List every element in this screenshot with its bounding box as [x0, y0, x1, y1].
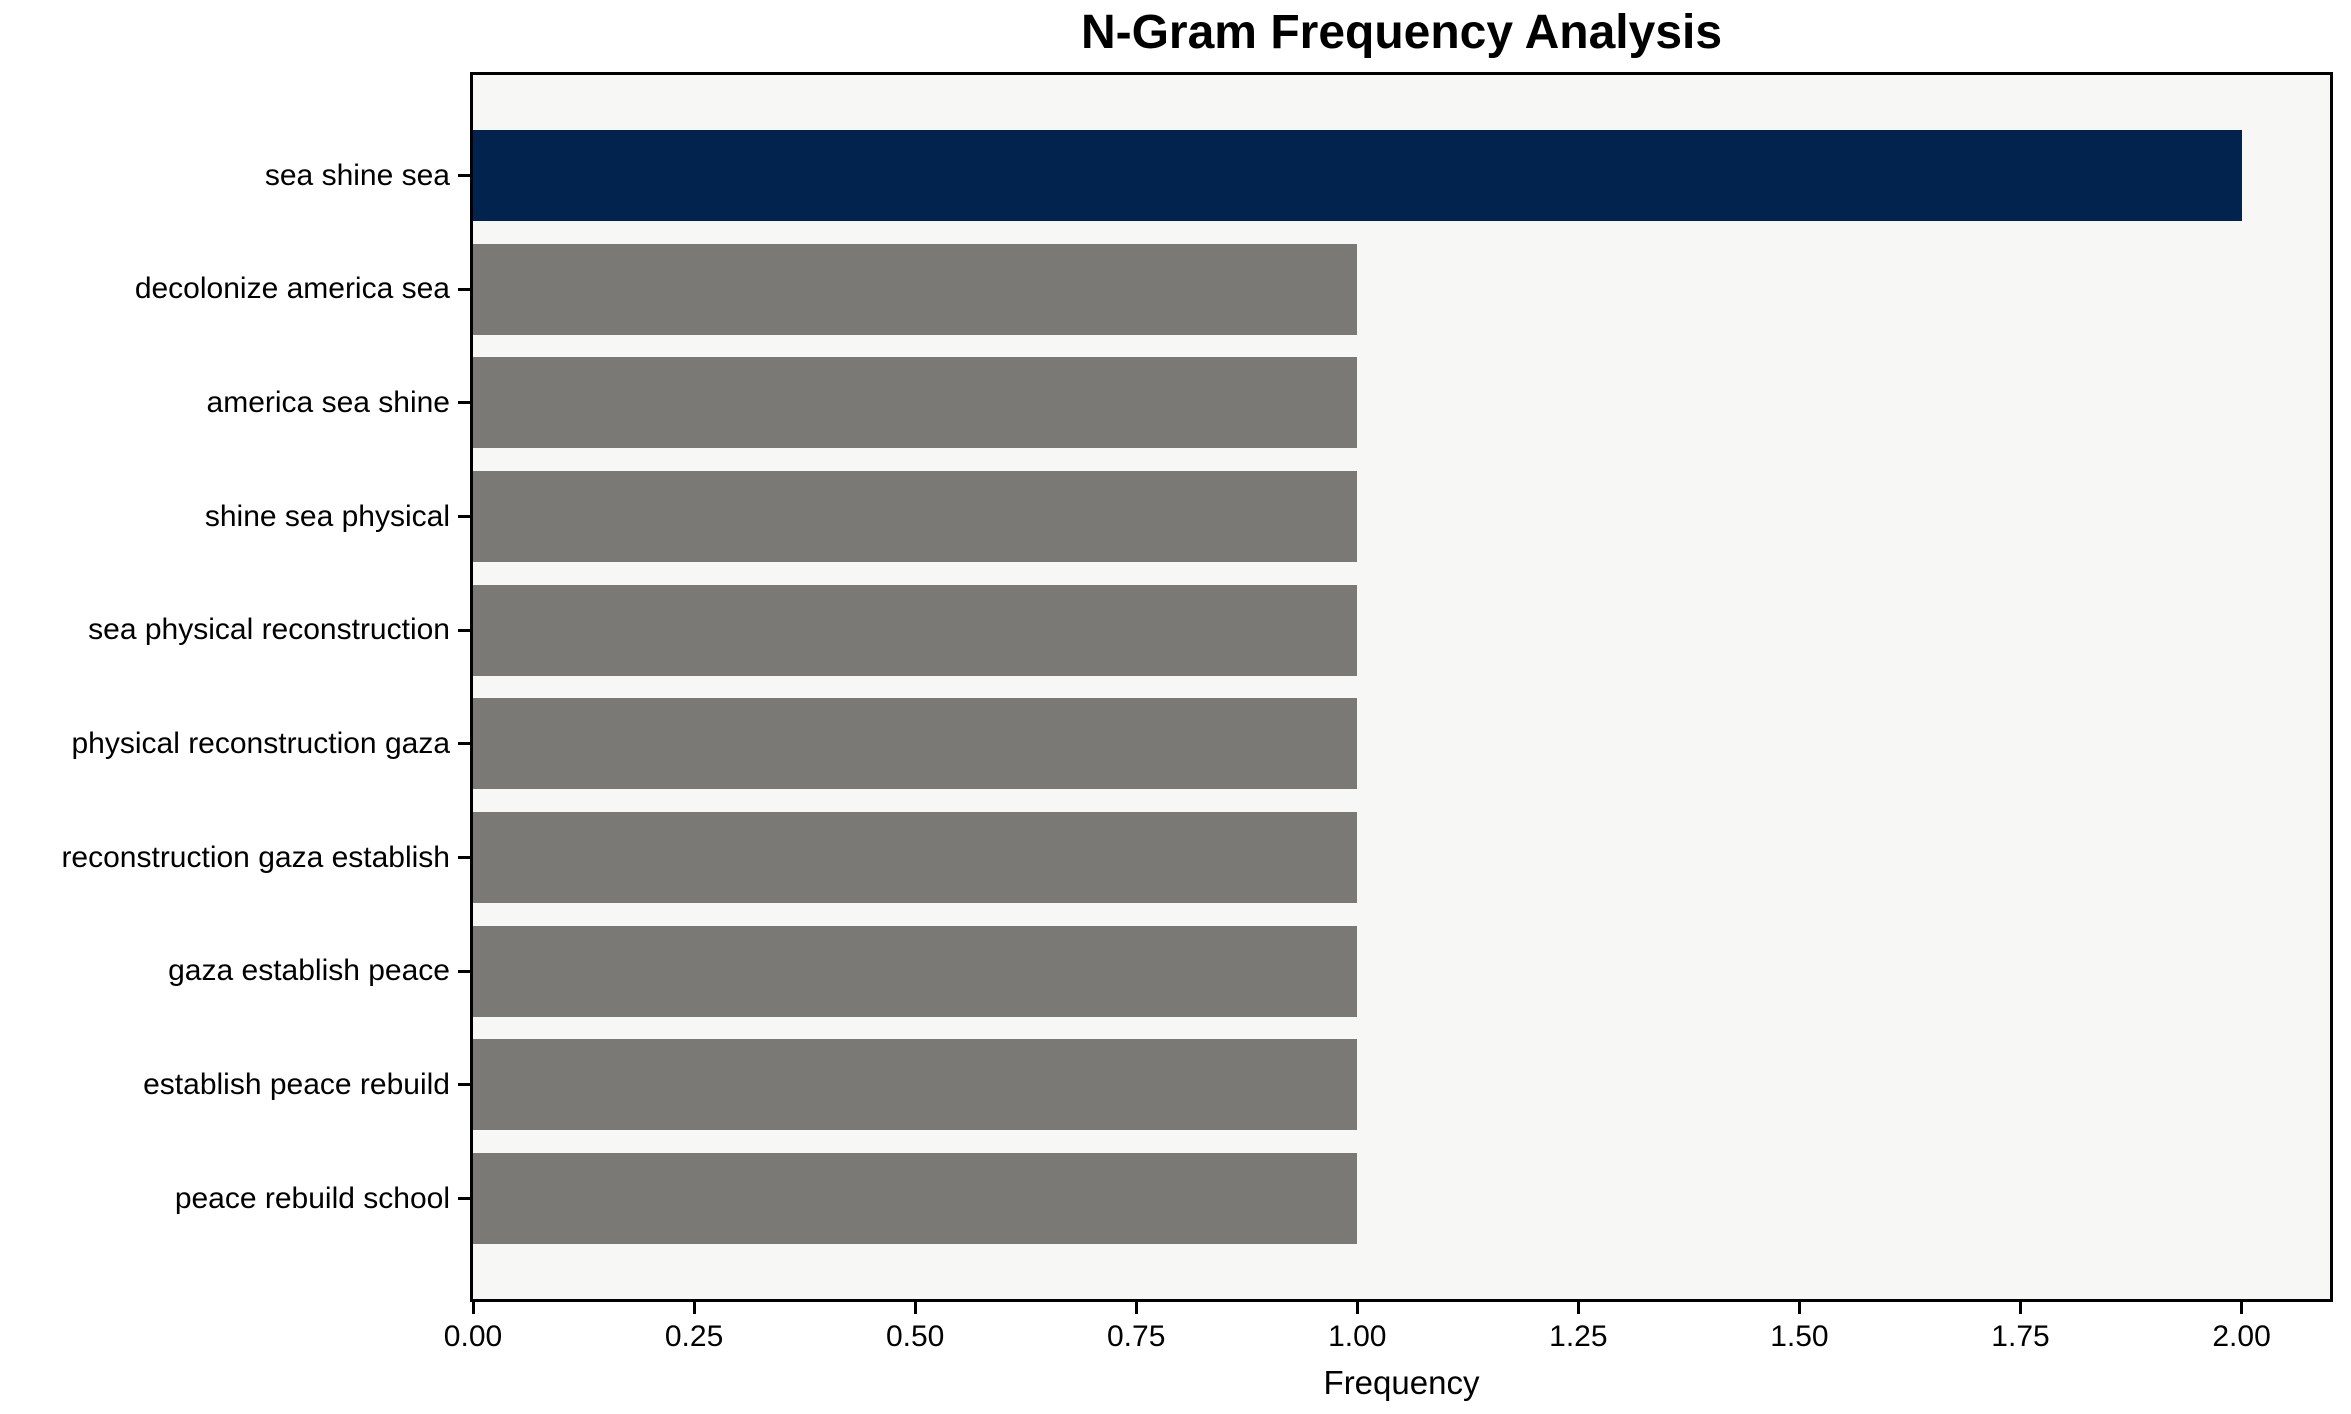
y-tick-label: america sea shine: [206, 385, 450, 419]
bar-2: [473, 243, 1358, 335]
x-tick: [1576, 1302, 1580, 1314]
y-tick-label: peace rebuild school: [174, 1181, 450, 1215]
bar-1: [473, 130, 2242, 221]
y-tick: [458, 1083, 470, 1087]
x-tick-label: 1.75: [1991, 1320, 2050, 1353]
y-tick-label: shine sea physical: [204, 499, 450, 533]
x-tick: [1797, 1302, 1801, 1314]
y-tick: [458, 1197, 470, 1200]
y-tick-label: reconstruction gaza establish: [61, 840, 450, 874]
y-tick-label: gaza establish peace: [168, 954, 450, 988]
y-tick: [458, 515, 470, 518]
y-tick: [458, 287, 470, 291]
x-tick-label: 1.50: [1770, 1320, 1829, 1353]
bar-8: [473, 925, 1358, 1017]
x-tick: [471, 1302, 475, 1314]
y-tick-label: establish peace rebuild: [143, 1067, 450, 1101]
bar-7: [473, 812, 1358, 903]
bar-10: [473, 1153, 1358, 1244]
x-tick: [1134, 1302, 1138, 1314]
x-tick: [692, 1302, 696, 1314]
y-tick: [458, 969, 470, 973]
y-tick-label: decolonize america sea: [134, 272, 450, 306]
x-tick-label: 0.25: [664, 1320, 724, 1353]
x-tick-label: 1.25: [1549, 1320, 1608, 1353]
x-tick-label: 0.75: [1107, 1320, 1166, 1353]
chart-title: N-Gram Frequency Analysis: [1080, 6, 1723, 59]
y-tick: [458, 174, 470, 177]
x-tick: [2019, 1302, 2022, 1314]
x-tick: [1355, 1302, 1359, 1314]
x-tick-label: 0.00: [443, 1320, 503, 1353]
x-tick: [2240, 1302, 2244, 1314]
plot-area: [470, 72, 2333, 1302]
bar-9: [473, 1039, 1358, 1131]
y-tick: [458, 401, 470, 405]
x-tick-label: 2.00: [2212, 1320, 2271, 1353]
bar-3: [473, 357, 1358, 449]
x-axis-label: Frequency: [1323, 1364, 1480, 1401]
y-tick-label: physical reconstruction gaza: [71, 726, 450, 760]
y-tick: [458, 628, 470, 632]
bar-5: [473, 584, 1358, 676]
y-tick: [458, 856, 470, 859]
bar-6: [473, 698, 1358, 790]
x-tick: [913, 1302, 917, 1314]
x-tick-label: 1.00: [1328, 1320, 1387, 1353]
x-tick-label: 0.50: [885, 1320, 945, 1353]
y-tick-label: sea shine sea: [264, 158, 450, 192]
y-tick: [458, 742, 470, 746]
y-tick-label: sea physical reconstruction: [88, 613, 450, 647]
bar-4: [473, 471, 1358, 562]
